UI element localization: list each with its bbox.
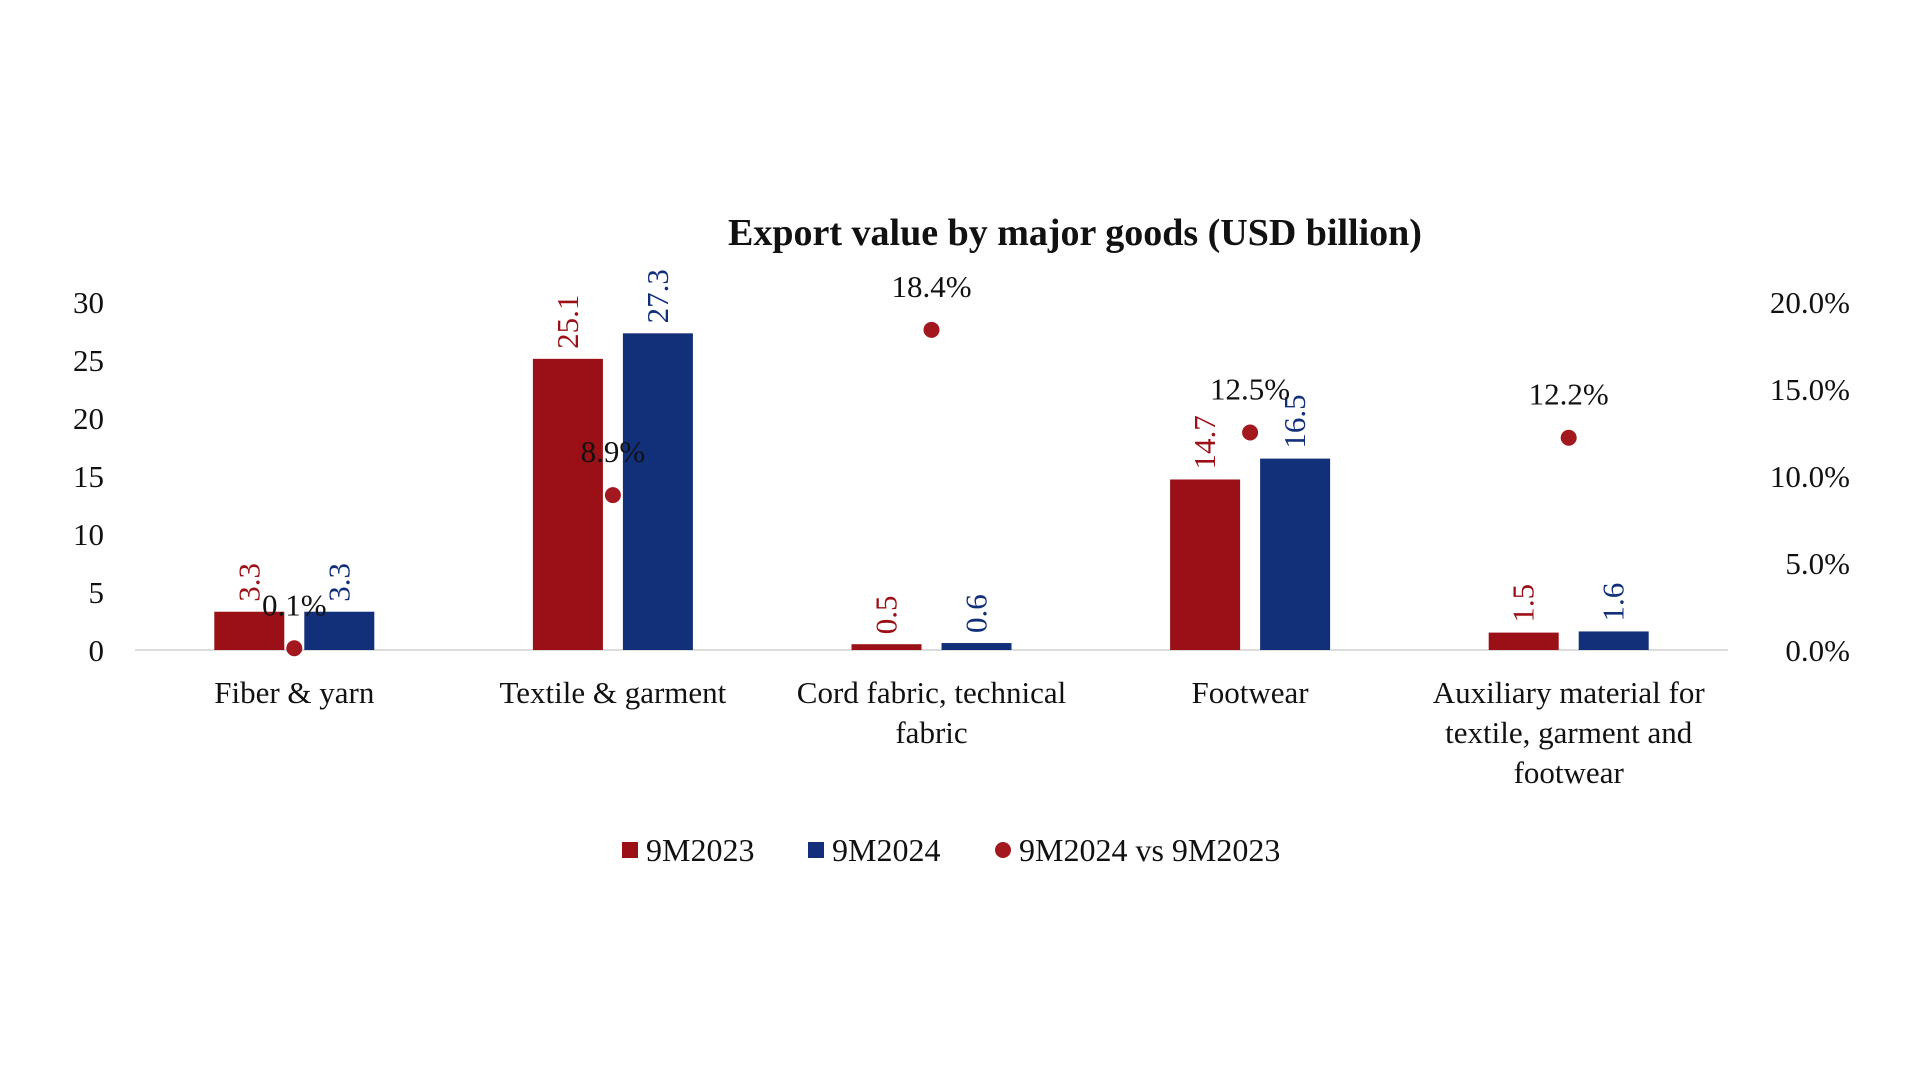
category-label: Footwear <box>1192 675 1310 710</box>
bar-9m2023 <box>1488 632 1559 650</box>
bar-9m2023 <box>532 358 603 650</box>
bar-value-label: 16.5 <box>1277 394 1312 448</box>
footer-background <box>0 905 1920 1080</box>
category-label: Fiber & yarn <box>214 675 375 710</box>
legend-marker <box>995 842 1011 858</box>
y-right-tick-label: 15.0% <box>1770 372 1850 407</box>
y-right-tick-label: 5.0% <box>1785 546 1850 581</box>
bar-value-label: 0.6 <box>959 594 994 633</box>
legend-label: 9M2023 <box>646 832 754 868</box>
legend-label: 9M2024 <box>832 832 940 868</box>
bar-value-label: 25.1 <box>550 295 585 349</box>
legend-swatch <box>622 842 638 858</box>
growth-value-label: 18.4% <box>891 269 971 304</box>
y-left-tick-label: 30 <box>73 285 104 320</box>
y-left-tick-label: 5 <box>89 575 105 610</box>
category-label: textile, garment and <box>1445 715 1693 750</box>
chart-title: Export value by major goods (USD billion… <box>728 212 1422 254</box>
bar-value-label: 27.3 <box>640 269 675 323</box>
growth-dot <box>1560 429 1577 446</box>
category-label: footwear <box>1514 755 1625 790</box>
bar-9m2024 <box>304 611 375 650</box>
y-right-tick-label: 10.0% <box>1770 459 1850 494</box>
category-label: fabric <box>895 715 967 750</box>
growth-dot <box>286 640 303 657</box>
y-left-tick-label: 0 <box>89 633 105 668</box>
growth-dot <box>604 487 621 504</box>
growth-dot <box>923 321 940 338</box>
bar-value-label: 1.5 <box>1506 584 1541 623</box>
y-right-tick-label: 20.0% <box>1770 285 1850 320</box>
y-left-tick-label: 15 <box>73 459 104 494</box>
growth-value-label: 8.9% <box>581 434 646 469</box>
legend-swatch <box>808 842 824 858</box>
bar-value-label: 3.3 <box>231 563 266 602</box>
bar-9m2023 <box>214 611 285 650</box>
bar-value-label: 1.6 <box>1596 583 1631 622</box>
growth-value-label: 12.5% <box>1210 372 1290 407</box>
bar-9m2024 <box>941 643 1012 650</box>
growth-dot <box>1242 424 1259 441</box>
legend-label: 9M2024 vs 9M2023 <box>1019 832 1280 868</box>
bar-value-label: 3.3 <box>321 563 356 602</box>
growth-value-label: 0.1% <box>262 587 327 622</box>
bar-value-label: 14.7 <box>1187 415 1222 469</box>
bar-9m2023 <box>1170 479 1241 650</box>
y-left-tick-label: 25 <box>73 343 104 378</box>
growth-value-label: 12.2% <box>1529 377 1609 412</box>
y-left-tick-label: 20 <box>73 401 104 436</box>
bar-9m2023 <box>851 644 922 650</box>
category-label: Cord fabric, technical <box>797 675 1066 710</box>
category-label: Auxiliary material for <box>1433 675 1706 710</box>
y-right-tick-label: 0.0% <box>1785 633 1850 668</box>
bar-9m2024 <box>622 333 693 650</box>
y-left-tick-label: 10 <box>73 517 104 552</box>
category-label: Textile & garment <box>499 675 726 710</box>
bar-9m2024 <box>1578 631 1649 650</box>
bar-9m2024 <box>1260 458 1331 650</box>
bar-value-label: 0.5 <box>869 595 904 634</box>
